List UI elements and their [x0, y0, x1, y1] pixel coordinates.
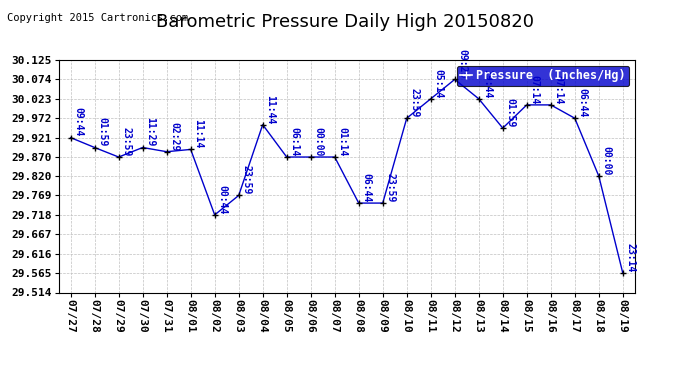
Text: 23:59: 23:59	[241, 165, 252, 195]
Text: 06:44: 06:44	[362, 173, 372, 202]
Text: 23:59: 23:59	[386, 173, 395, 202]
Text: 00:44: 00:44	[217, 185, 228, 214]
Text: 09:44: 09:44	[74, 108, 83, 137]
Text: 06:44: 06:44	[578, 88, 588, 117]
Text: 11:44: 11:44	[266, 94, 275, 124]
Text: 01:14: 01:14	[337, 127, 348, 156]
Text: 00:00: 00:00	[602, 146, 611, 175]
Text: 01:59: 01:59	[97, 117, 108, 147]
Text: Barometric Pressure Daily High 20150820: Barometric Pressure Daily High 20150820	[156, 13, 534, 31]
Text: Copyright 2015 Cartronics.com: Copyright 2015 Cartronics.com	[7, 13, 188, 23]
Text: 11:14: 11:14	[194, 119, 204, 148]
Text: 07:14: 07:14	[553, 75, 564, 104]
Text: 00:00: 00:00	[313, 127, 324, 156]
Text: 09:29: 09:29	[457, 49, 468, 79]
Text: 23:59: 23:59	[410, 88, 420, 117]
Text: 07:14: 07:14	[530, 75, 540, 104]
Text: 01:59: 01:59	[506, 98, 515, 128]
Text: 06:14: 06:14	[290, 127, 299, 156]
Text: 11:29: 11:29	[146, 117, 155, 147]
Text: 02:29: 02:29	[170, 122, 179, 151]
Text: 23:14: 23:14	[626, 243, 635, 272]
Text: 19:44: 19:44	[482, 69, 492, 98]
Text: 05:14: 05:14	[433, 69, 444, 98]
Legend: Pressure  (Inches/Hg): Pressure (Inches/Hg)	[457, 66, 629, 86]
Text: 23:59: 23:59	[121, 127, 132, 156]
